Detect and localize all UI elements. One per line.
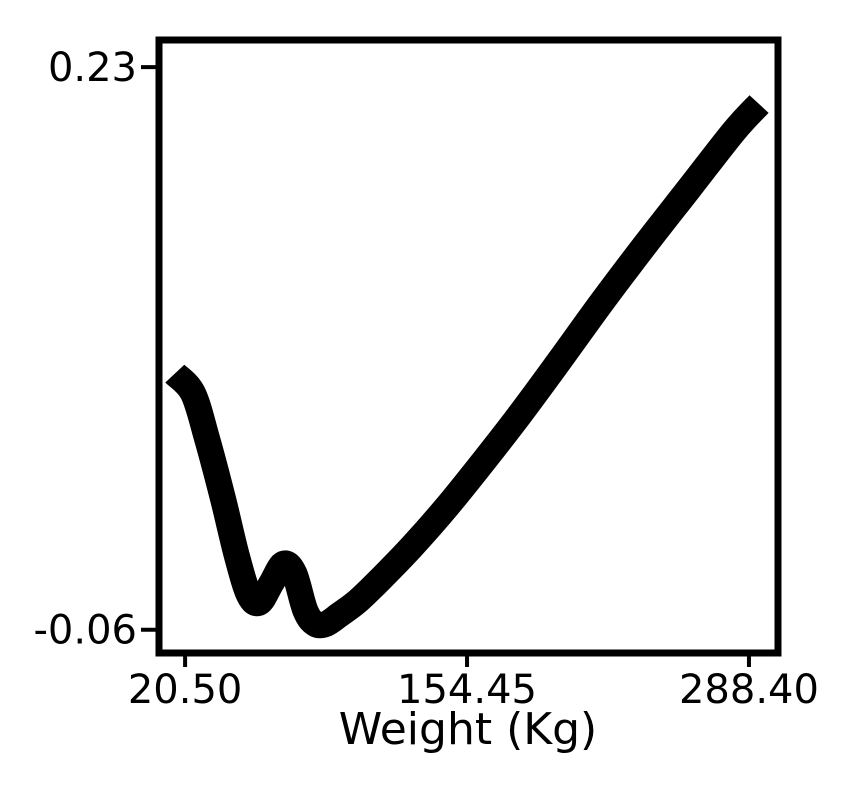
y-tick-label: 0.23 bbox=[48, 45, 137, 91]
series-line bbox=[165, 95, 769, 639]
series-group bbox=[165, 95, 769, 639]
x-axis-label: Weight (Kg) bbox=[339, 704, 597, 755]
plot-frame bbox=[155, 36, 782, 657]
x-tick-label: 154.45 bbox=[397, 667, 537, 713]
x-tick-label: 288.40 bbox=[679, 667, 819, 713]
tick-labels: 20.50 154.45 288.40 -0.06 0.23 bbox=[34, 45, 819, 713]
y-tick-label: -0.06 bbox=[34, 608, 138, 654]
x-tick-label: 20.50 bbox=[128, 667, 243, 713]
